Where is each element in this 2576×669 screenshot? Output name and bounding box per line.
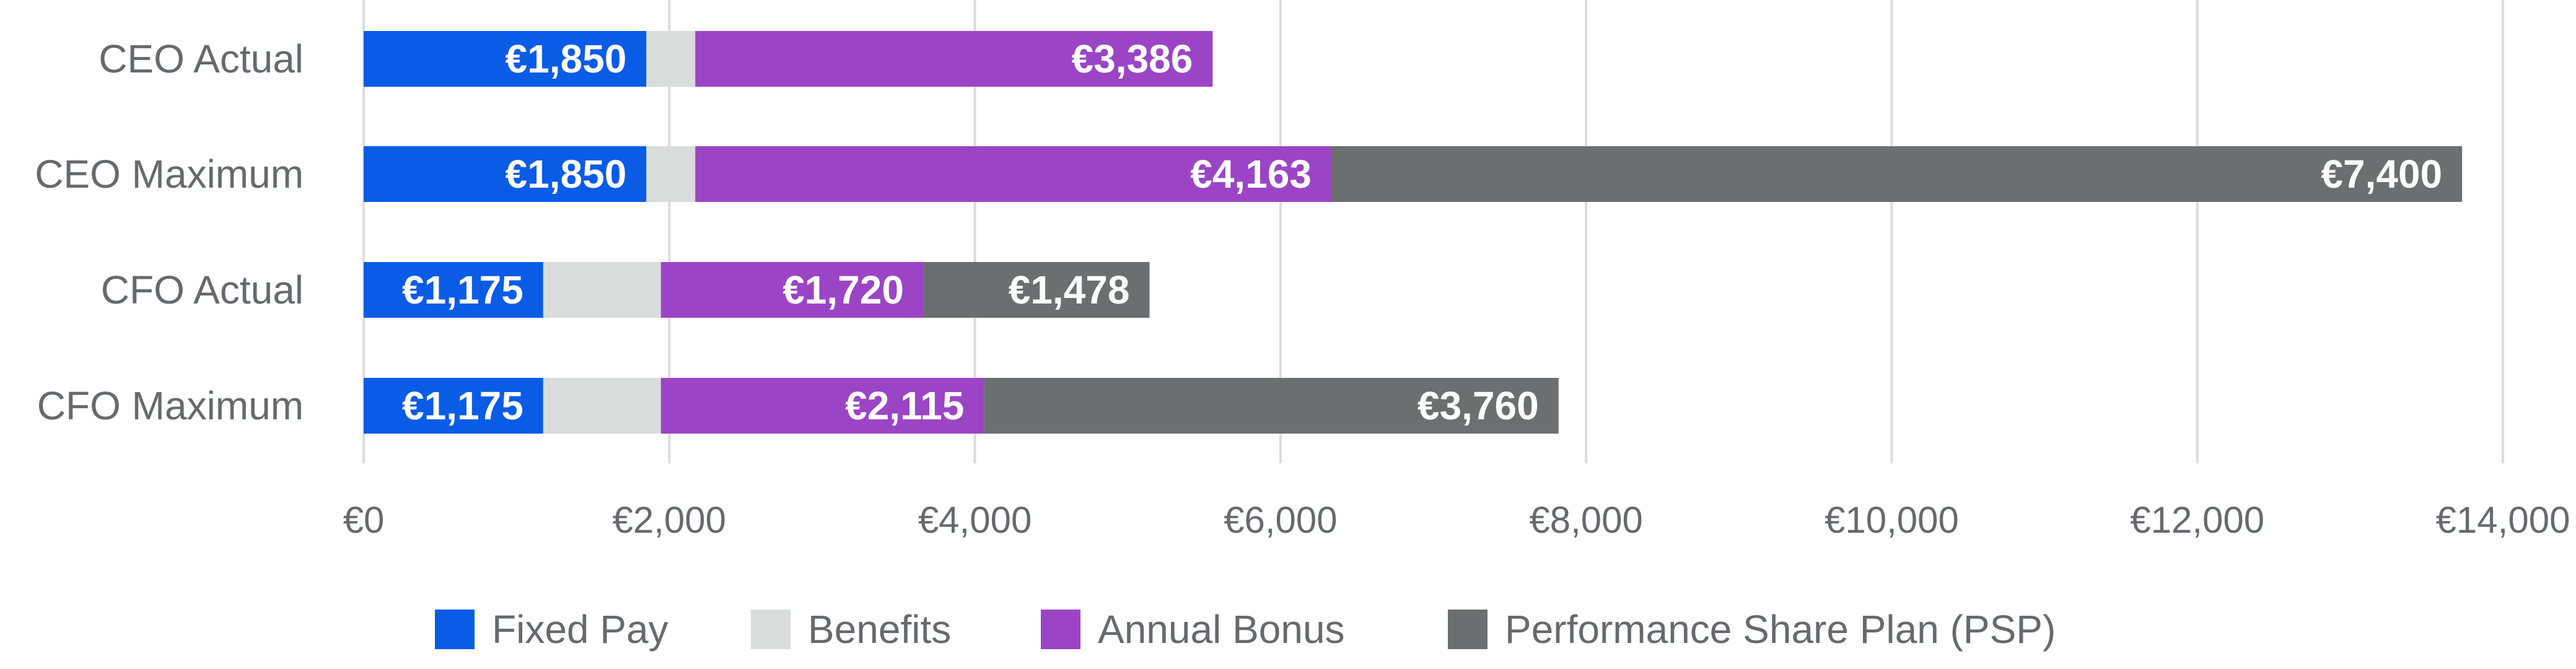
bar-segment <box>984 378 1559 434</box>
data-label: €1,850 <box>506 37 627 81</box>
bar-segment <box>695 31 1213 87</box>
x-axis-tick-labels: €0 €2,000 €4,000 €6,000 €8,000 €10,000 €12,000… <box>343 499 2570 541</box>
x-tick-label: €14,000 <box>2436 499 2570 541</box>
legend-swatch <box>1041 610 1080 649</box>
bar-segment <box>646 146 696 202</box>
bar-segment <box>364 262 543 318</box>
category-label: CEO Actual <box>99 37 304 81</box>
bar-segment <box>695 146 1331 202</box>
data-label: €3,760 <box>1417 383 1539 428</box>
bar-segment <box>364 378 543 434</box>
bar-segment <box>660 378 984 434</box>
bar-segment <box>660 262 924 318</box>
legend-swatch <box>1448 610 1487 649</box>
legend-swatch <box>435 610 475 649</box>
data-label: €1,175 <box>402 268 524 312</box>
category-label: CFO Maximum <box>37 383 304 428</box>
x-tick-label: €2,000 <box>613 499 727 541</box>
data-label: €1,720 <box>782 268 904 312</box>
bar-segment <box>364 31 647 87</box>
legend-label: Performance Share Plan (PSP) <box>1505 607 2056 652</box>
legend: Fixed Pay Benefits Annual Bonus Performance… <box>435 607 2056 652</box>
x-tick-label: €4,000 <box>918 499 1032 541</box>
x-tick-label: €12,000 <box>2130 499 2264 541</box>
bars-layer: €1,850 €3,386 €1,850 €4,163 €7,400 €1,175 €1,7… <box>364 31 2463 434</box>
data-label: €3,386 <box>1072 37 1193 81</box>
x-tick-label: €0 <box>343 499 385 541</box>
legend-label: Annual Bonus <box>1098 607 1345 652</box>
bar-segment <box>543 378 661 434</box>
category-label: CFO Actual <box>101 268 304 312</box>
bar-segment <box>646 31 696 87</box>
bar-segment <box>543 262 661 318</box>
legend-swatch <box>751 610 791 649</box>
data-label: €1,850 <box>506 152 627 196</box>
category-label: CEO Maximum <box>35 152 304 196</box>
legend-label: Benefits <box>808 607 951 652</box>
data-label: €4,163 <box>1190 152 1312 196</box>
x-tick-label: €8,000 <box>1529 499 1643 541</box>
bar-segment <box>364 146 647 202</box>
data-label: €2,115 <box>845 383 964 428</box>
data-label: €1,175 <box>402 383 524 428</box>
x-tick-label: €6,000 <box>1224 499 1338 541</box>
data-label: €7,400 <box>2321 152 2442 196</box>
x-tick-label: €10,000 <box>1825 499 1959 541</box>
data-label: €1,478 <box>1009 268 1130 312</box>
bar-segment <box>923 262 1150 318</box>
category-labels: CEO Actual CEO Maximum CFO Actual CFO Maxim… <box>35 37 304 428</box>
legend-label: Fixed Pay <box>492 607 668 652</box>
bar-segment <box>1331 146 2463 202</box>
